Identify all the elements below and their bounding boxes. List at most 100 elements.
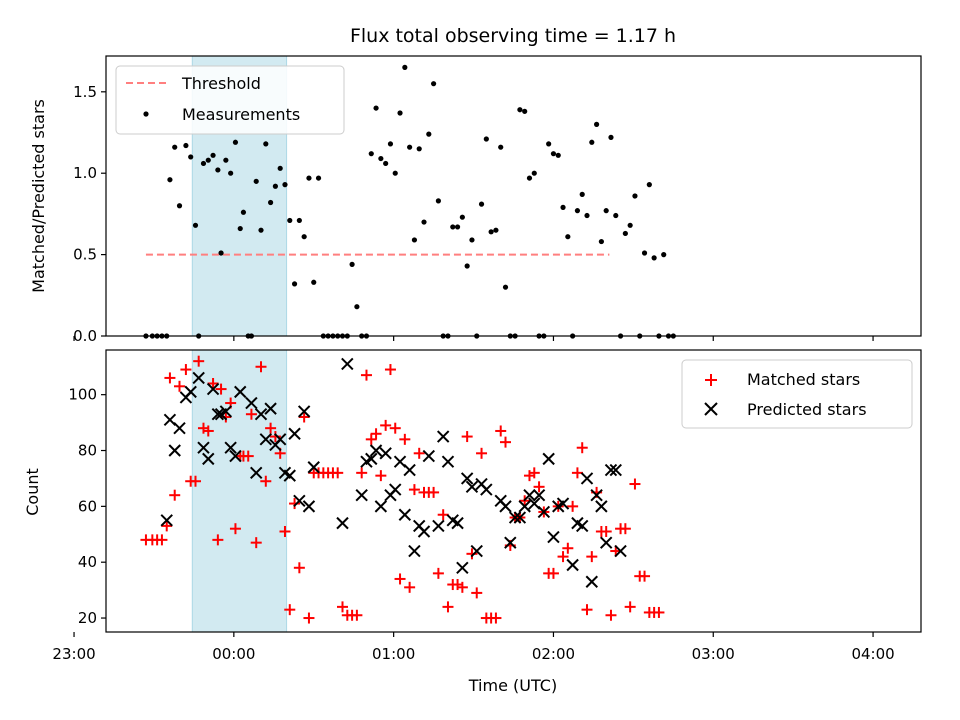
predicted-star-54 [465, 480, 479, 494]
matched-star-17 [220, 411, 232, 423]
measurement-point-97 [603, 208, 609, 214]
predicted-star-3 [173, 421, 186, 435]
matched-star-15 [212, 534, 224, 546]
measurement-point-48 [368, 151, 374, 157]
matched-star-27 [265, 422, 277, 434]
measurement-point-24 [253, 178, 259, 184]
matched-star-22 [242, 450, 254, 462]
measurement-point-93 [584, 212, 590, 219]
matched-star-33 [293, 562, 305, 574]
measurement-point-73 [488, 229, 494, 235]
matched-star-93 [581, 604, 593, 616]
predicted-star-28 [302, 500, 316, 513]
predicted-star-24 [283, 469, 296, 482]
predicted-star-61 [508, 511, 522, 524]
matched-star-92 [576, 442, 588, 454]
predicted-star-36 [374, 500, 388, 513]
matched-star-67 [456, 581, 468, 593]
predicted-star-0 [160, 514, 173, 527]
legend-measurements-swatch [143, 111, 149, 117]
matched-star-50 [375, 470, 387, 482]
measurement-point-79 [517, 107, 523, 113]
measurement-point-80 [522, 108, 528, 114]
measurement-point-55 [402, 64, 408, 70]
measurement-point-20 [237, 225, 243, 232]
matched-star-86 [547, 567, 559, 579]
matched-star-88 [557, 551, 569, 563]
matched-star-7 [174, 380, 186, 392]
predicted-star-66 [532, 488, 546, 502]
bottom-y-tick-label-4: 100 [68, 386, 97, 404]
predicted-star-42 [403, 463, 416, 477]
measurement-point-6 [172, 144, 178, 150]
predicted-star-2 [168, 444, 181, 457]
matched-star-14 [207, 378, 219, 390]
bottom-y-tick-label-2: 60 [78, 497, 97, 515]
bottom-legend: Matched stars Predicted stars [681, 359, 913, 429]
measurement-point-7 [176, 203, 183, 209]
predicted-star-47 [432, 519, 445, 533]
x-tick-label-6: 02:00 [532, 645, 575, 663]
matched-star-53 [389, 422, 401, 434]
measurement-point-61 [430, 81, 437, 87]
predicted-star-82 [614, 544, 627, 558]
measurement-point-109 [661, 252, 667, 258]
top-y-tick-label-1: 0.5 [73, 246, 97, 264]
matched-star-101 [619, 523, 631, 535]
measurement-point-35 [306, 175, 312, 181]
measurement-point-102 [627, 222, 633, 228]
matched-star-3 [156, 534, 168, 546]
measurement-point-18 [228, 170, 234, 176]
measurement-point-98 [608, 134, 614, 140]
x-tick-label-4: 00:00 [212, 645, 255, 663]
measurement-point-81 [526, 175, 533, 181]
measurement-point-67 [459, 214, 465, 220]
predicted-star-68 [542, 452, 555, 466]
matched-star-83 [533, 481, 545, 493]
measurement-point-28 [272, 183, 278, 189]
measurement-point-105 [641, 250, 648, 256]
measurement-point-62 [435, 198, 441, 204]
top-legend: Threshold Measurements [115, 65, 345, 135]
measurement-point-76 [502, 284, 509, 290]
matched-star-47 [360, 369, 372, 381]
matched-star-10 [189, 475, 201, 487]
x-axis-ticks: 20:0021:0022:0023:0000:0001:0002:0003:00… [52, 336, 895, 663]
bottom-y-tick-label-1: 40 [78, 553, 97, 571]
matched-star-32 [289, 498, 301, 510]
matched-star-64 [442, 601, 454, 613]
matched-star-30 [279, 525, 291, 537]
bottom-panel: 20 40 60 80 100 [68, 349, 922, 633]
measurement-point-21 [240, 209, 247, 215]
predicted-star-71 [556, 497, 570, 510]
measurement-point-92 [579, 191, 585, 197]
top-y-tick-label-0: 0.0 [73, 327, 97, 345]
predicted-star-53 [460, 472, 474, 485]
top-legend-box [115, 65, 345, 135]
measurement-point-85 [546, 141, 552, 147]
matched-star-75 [495, 425, 507, 437]
matched-star-63 [437, 509, 449, 521]
predicted-star-45 [417, 525, 431, 538]
predicted-star-57 [480, 483, 493, 496]
predicted-star-27 [297, 405, 311, 418]
predicted-star-5 [184, 385, 197, 399]
matched-star-35 [303, 612, 315, 624]
matched-star-8 [180, 364, 192, 376]
predicted-star-43 [408, 544, 421, 558]
measurement-point-16 [218, 250, 224, 256]
predicted-star-10 [211, 408, 225, 421]
predicted-star-22 [273, 433, 287, 446]
measurement-point-86 [550, 151, 557, 157]
measurement-point-59 [421, 219, 427, 225]
predicted-star-46 [422, 449, 436, 463]
predicted-star-19 [259, 433, 273, 446]
measurement-point-54 [397, 110, 403, 116]
x-axis-label: Time (UTC) [468, 676, 557, 695]
matched-star-48 [365, 433, 377, 445]
measurement-point-89 [565, 234, 571, 240]
matched-star-108 [653, 606, 665, 618]
bottom-legend-box [681, 359, 913, 429]
measurement-point-44 [349, 261, 355, 267]
